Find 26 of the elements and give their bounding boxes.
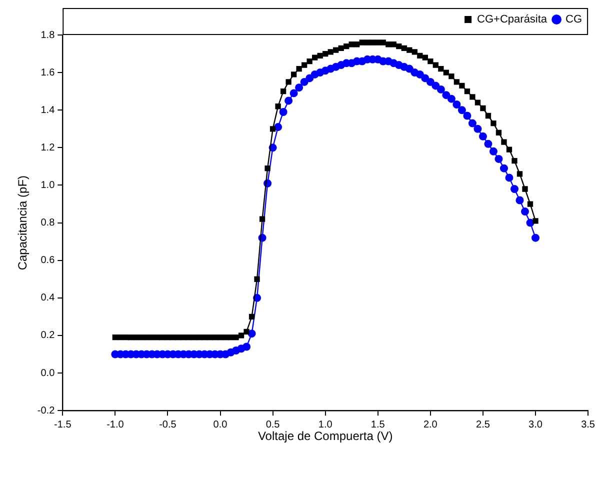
- x-tick-label: -1.0: [106, 419, 124, 430]
- x-tick-label: -0.5: [159, 419, 177, 430]
- y-tick-label: 0.0: [40, 368, 56, 379]
- x-tick-label: 2.5: [476, 419, 490, 430]
- y-tick-label: 0.2: [40, 330, 56, 342]
- y-tick-label: 1.2: [40, 142, 56, 154]
- x-tick-label: 1.0: [318, 419, 333, 430]
- x-tick-label: 0.0: [213, 419, 228, 430]
- y-tick-label: 0.6: [40, 255, 56, 266]
- x-tick-label: 1.5: [370, 419, 386, 430]
- x-tick-label: 3.5: [581, 419, 596, 430]
- y-tick-label: 1.8: [40, 30, 56, 41]
- legend-label: CG+Cparásita: [477, 14, 548, 26]
- y-tick-label: 0.4: [40, 292, 56, 304]
- y-tick-label: 1.4: [40, 104, 56, 116]
- y-tick-label: 0.8: [40, 218, 56, 229]
- y-tick-label: 1.6: [40, 67, 56, 78]
- x-tick-label: -1.5: [54, 419, 72, 430]
- y-tick-label: 1.0: [40, 180, 56, 191]
- x-axis-title: Voltaje de Compuerta (V): [258, 429, 393, 444]
- x-tick-label: 3.0: [528, 419, 543, 430]
- y-axis-title: Capacitancia (pF): [16, 175, 30, 270]
- x-tick-label: 2.0: [423, 419, 438, 430]
- y-tick-label: -0.2: [37, 405, 56, 416]
- legend-label: CG: [566, 14, 582, 26]
- x-tick-label: 0.5: [266, 419, 280, 430]
